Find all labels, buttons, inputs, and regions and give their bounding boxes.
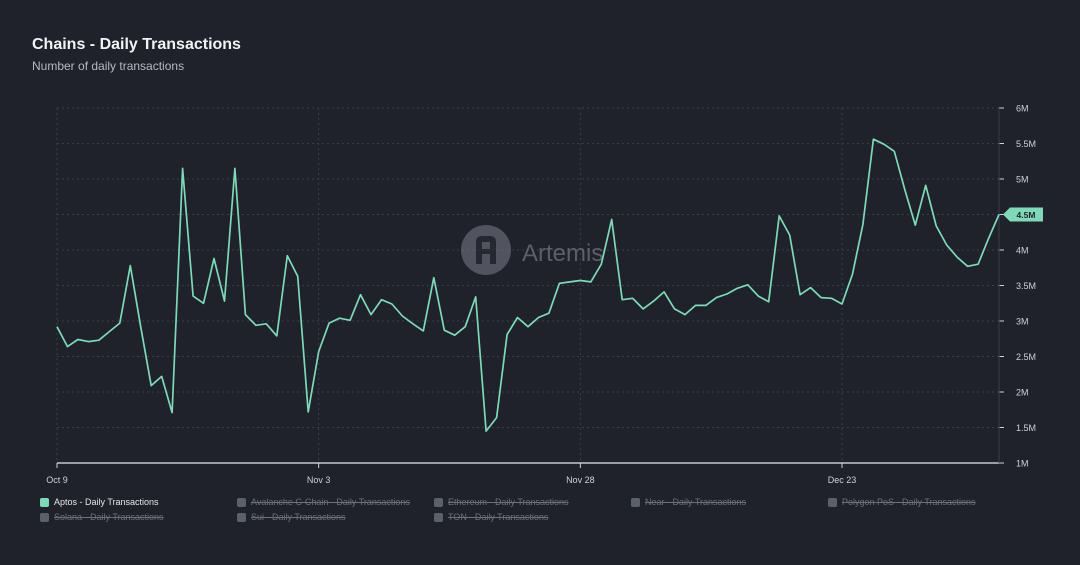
y-tick-label: 5.5M: [1016, 139, 1036, 149]
legend-item[interactable]: Polygon PoS - Daily Transactions: [828, 495, 976, 509]
legend-item[interactable]: Solana - Daily Transactions: [40, 510, 164, 524]
x-tick-label: Nov 28: [566, 475, 595, 485]
last-value-label: 4.5M: [1017, 210, 1036, 220]
watermark-text: Artemis: [522, 240, 603, 267]
legend-swatch: [434, 497, 443, 507]
legend-swatch: [828, 497, 837, 507]
legend-label: Ethereum - Daily Transactions: [448, 497, 569, 507]
legend-item[interactable]: Ethereum - Daily Transactions: [434, 495, 569, 509]
legend-swatch: [631, 497, 640, 507]
chart-subtitle: Number of daily transactions: [32, 59, 185, 73]
axis-layer: 1M 1.5M 2M 2.5M 3M 3.5M 4M 4.5M 5M 5.5M 6M Oct 9 Nov…: [46, 104, 1036, 486]
x-tick-label: Dec 23: [828, 475, 857, 485]
legend-label: Solana - Daily Transactions: [54, 512, 164, 522]
legend-label: Near - Daily Transactions: [645, 497, 747, 507]
y-tick-label: 2.5M: [1016, 352, 1036, 362]
x-tick-label: Oct 9: [46, 475, 68, 485]
legend-label: Polygon PoS - Daily Transactions: [842, 497, 976, 507]
legend-label: TON - Daily Transactions: [448, 512, 549, 522]
grid-layer: [56, 107, 999, 463]
y-tick-label: 6M: [1016, 104, 1029, 114]
legend-swatch: [40, 512, 49, 522]
legend-label: Aptos - Daily Transactions: [54, 497, 159, 507]
series-line-aptos[interactable]: [56, 138, 1000, 432]
y-tick-label: 5M: [1016, 175, 1029, 185]
y-tick-label: 3.5M: [1016, 281, 1036, 291]
badge-layer: 4.5M: [1003, 207, 1043, 222]
x-tick-label: Nov 3: [307, 475, 331, 485]
legend-item[interactable]: Aptos - Daily Transactions: [40, 495, 159, 509]
last-value-badge: [1003, 207, 1043, 222]
legend-label: Sui - Daily Transactions: [251, 512, 346, 522]
legend-item[interactable]: Near - Daily Transactions: [631, 495, 746, 509]
legend-swatch: [40, 497, 49, 507]
watermark: Artemis: [461, 225, 603, 275]
legend-swatch: [434, 512, 443, 522]
legend-item[interactable]: Avalanche C-Chain - Daily Transactions: [237, 495, 410, 509]
artemis-logo-icon: [461, 225, 511, 275]
series-layer: [56, 138, 1000, 432]
legend-label: Avalanche C-Chain - Daily Transactions: [251, 497, 410, 507]
chart-title: Chains - Daily Transactions: [32, 36, 241, 53]
y-tick-label: 3M: [1016, 317, 1029, 327]
y-tick-label: 1M: [1016, 459, 1029, 469]
legend-swatch: [237, 497, 246, 507]
legend-item[interactable]: TON - Daily Transactions: [434, 510, 548, 524]
y-tick-label: 2M: [1016, 388, 1029, 398]
legend-item[interactable]: Sui - Daily Transactions: [237, 510, 346, 524]
legend-swatch: [237, 512, 246, 522]
y-tick-label: 4M: [1016, 246, 1029, 256]
y-tick-label: 1.5M: [1016, 423, 1036, 433]
